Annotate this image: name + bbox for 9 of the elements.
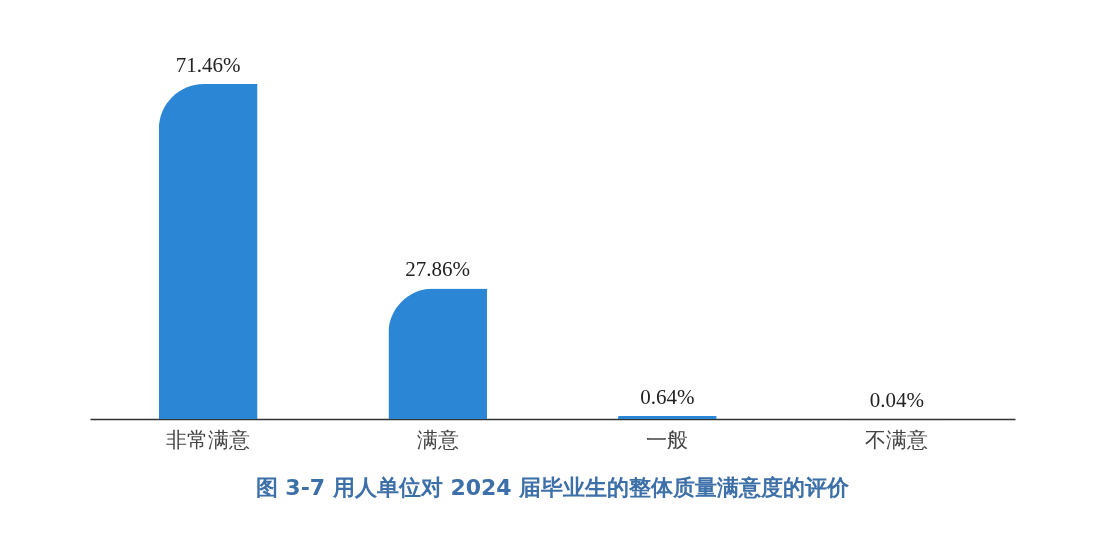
data-label: 27.86% — [405, 257, 471, 282]
x-tick-label: 满意 — [416, 427, 459, 452]
text: 图 3-7 用人单位对 2024 届毕业生的整体质量满意度的评价 — [255, 475, 851, 500]
data-label: 71.46% — [175, 53, 241, 77]
data-label: 0.64% — [640, 385, 695, 409]
x-tick-label: 一般 — [646, 427, 689, 452]
x-tick-label: 非常满意 — [166, 427, 251, 452]
x-tick-label: 不满意 — [865, 427, 929, 452]
data-label: 0.04% — [869, 387, 924, 412]
